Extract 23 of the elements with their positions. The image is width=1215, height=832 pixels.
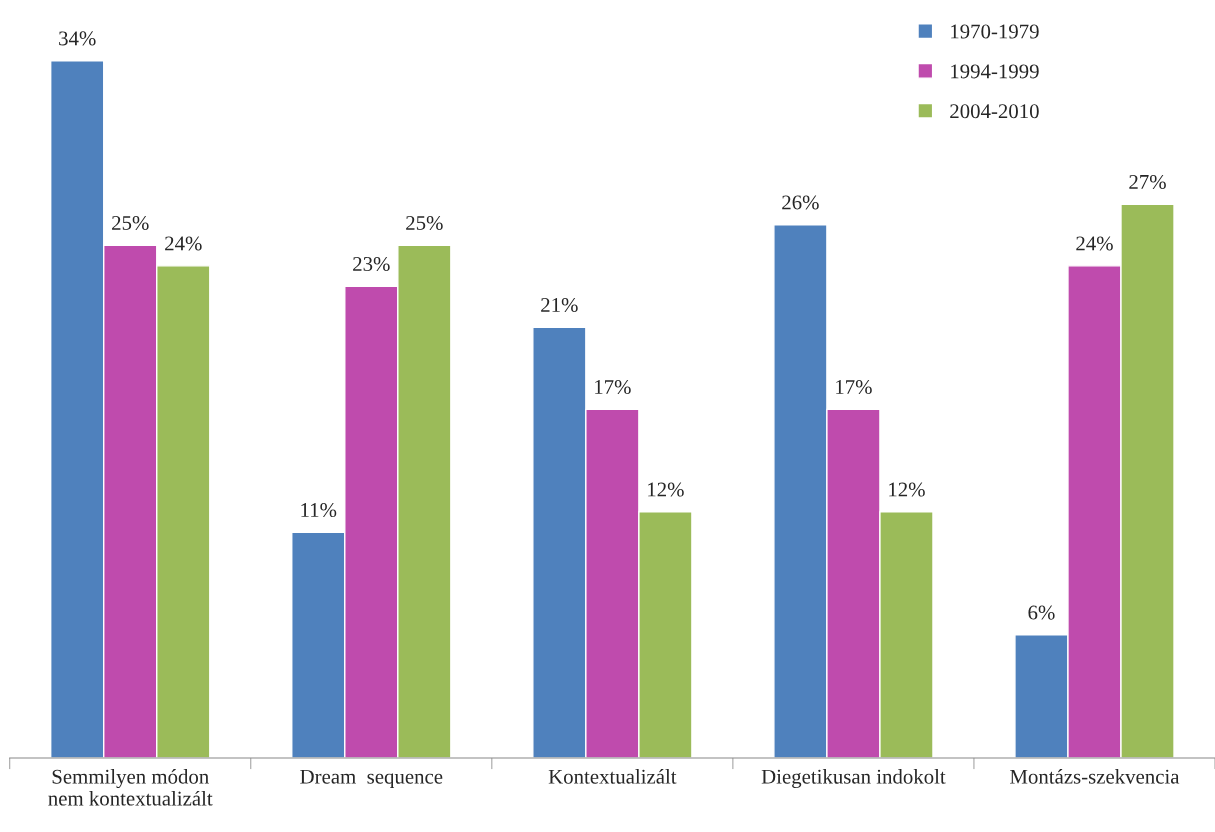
data-label: 24% [1076,236,1113,251]
data-label: 12% [889,482,925,497]
data-label: 24% [165,236,202,251]
legend-label: 1970-1979 [951,24,1039,39]
x-tick-label: Semmilyen módon nem kontextualizált [48,769,213,806]
data-label: 17% [836,379,872,395]
data-label: 11% [301,502,337,518]
data-label: 21% [541,297,578,313]
x-tick-label: Dream sequence [300,769,443,788]
x-tick-label: Montázs-szekvencia [1010,769,1180,784]
legend-label: 2004-2010 [950,104,1039,119]
data-label: 6% [1028,605,1055,620]
x-tick-label: Diegetikusan indokolt [761,769,946,789]
data-label: 34% [59,31,96,46]
data-label: 25% [112,215,149,231]
data-label: 25% [406,215,443,231]
data-label: 27% [1129,174,1166,190]
data-label: 17% [595,379,631,395]
data-label: 12% [648,482,684,497]
data-label: 23% [353,256,390,272]
legend-label: 1994-1999 [951,64,1039,79]
x-tick-label: Kontextualizált [548,769,677,784]
data-label: 26% [782,195,819,210]
